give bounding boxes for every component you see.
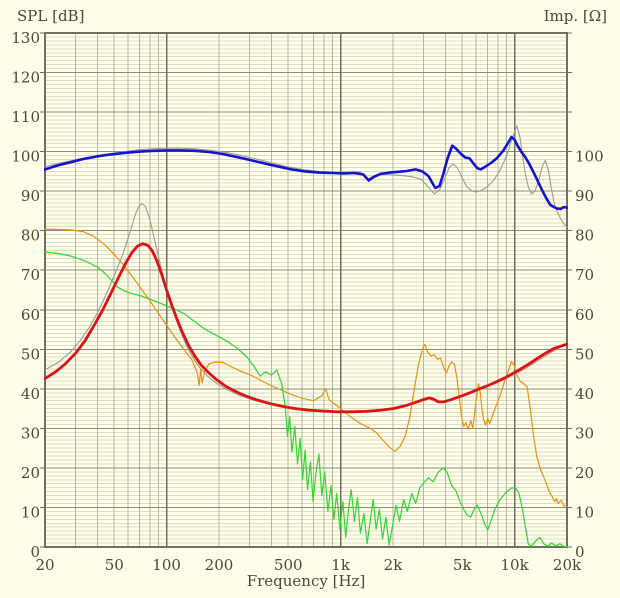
y-left-label-50: 50 xyxy=(21,345,40,363)
grid xyxy=(40,32,572,548)
y-right-label-0: 0 xyxy=(575,543,585,561)
x-label-2k: 2k xyxy=(384,556,404,574)
x-label-20: 20 xyxy=(35,556,54,574)
x-label-5k: 5k xyxy=(453,556,473,574)
y-left-label-20: 20 xyxy=(21,464,40,482)
curves xyxy=(44,125,568,548)
y-right-label-60: 60 xyxy=(575,306,594,324)
spl-smoothed-curve xyxy=(44,135,568,211)
y-left-label-90: 90 xyxy=(21,187,40,205)
y-left-label-130: 130 xyxy=(11,29,40,47)
y-right-label-70: 70 xyxy=(575,266,594,284)
x-label-10k: 10k xyxy=(501,556,530,574)
x-label-1k: 1k xyxy=(331,556,351,574)
y-left-label-10: 10 xyxy=(21,503,40,521)
y-left-label-60: 60 xyxy=(21,306,40,324)
x-label-500: 500 xyxy=(274,556,303,574)
y-right-label-40: 40 xyxy=(575,385,594,403)
y-left-label-110: 110 xyxy=(11,108,40,126)
y-right-label-20: 20 xyxy=(575,464,594,482)
x-label-50: 50 xyxy=(105,556,124,574)
y-right-label-10: 10 xyxy=(575,503,594,521)
y-right-label-90: 90 xyxy=(575,187,594,205)
y-left-label-120: 120 xyxy=(11,69,40,87)
y-left-label-40: 40 xyxy=(21,385,40,403)
x-label-20k: 20k xyxy=(553,556,582,574)
y-right-label-30: 30 xyxy=(575,424,594,442)
y-right-label-50: 50 xyxy=(575,345,594,363)
distortion-green-curve xyxy=(44,251,568,548)
x-axis-title: Frequency [Hz] xyxy=(247,572,366,590)
x-label-200: 200 xyxy=(205,556,234,574)
right-axis-title: Imp. [Ω] xyxy=(544,7,607,25)
y-left-label-30: 30 xyxy=(21,424,40,442)
plot-border xyxy=(44,32,568,548)
left-axis-title: SPL [dB] xyxy=(17,7,84,25)
y-right-label-80: 80 xyxy=(575,227,594,245)
impedance-smoothed-curve xyxy=(44,242,568,414)
y-left-label-100: 100 xyxy=(11,148,40,166)
y-right-label-100: 100 xyxy=(575,148,604,166)
y-left-label-0: 0 xyxy=(30,543,40,561)
distortion-orange-curve xyxy=(44,228,568,508)
y-left-label-70: 70 xyxy=(21,266,40,284)
y-left-label-80: 80 xyxy=(21,227,40,245)
spl-raw-curve xyxy=(44,125,568,229)
x-label-100: 100 xyxy=(152,556,181,574)
axis-tick-labels: 0 10 20 30 40 50 60 70 80 90 100 110 120 130 0 10 20 30 40… xyxy=(11,29,603,574)
